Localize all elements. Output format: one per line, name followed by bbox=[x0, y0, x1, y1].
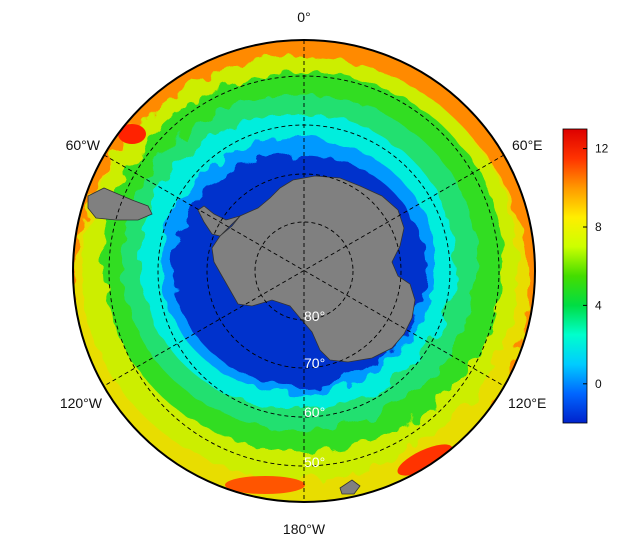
map-border bbox=[72, 39, 536, 503]
antarctic-peninsula bbox=[197, 205, 242, 237]
warm-spot-s bbox=[225, 476, 305, 494]
warm-rim-band bbox=[73, 40, 535, 502]
colorbar-ramp bbox=[562, 128, 588, 424]
lon-label-120e: 120°E bbox=[508, 395, 546, 411]
colorbar-tick-label: 8 bbox=[595, 220, 602, 234]
graticule bbox=[103, 40, 505, 502]
lat-label-70: 70° bbox=[304, 355, 325, 371]
lon-label-120w: 120°W bbox=[60, 395, 103, 411]
warm-spot-nw bbox=[118, 124, 146, 144]
lon-label-60w: 60°W bbox=[66, 137, 101, 153]
lat-label-80: 80° bbox=[304, 308, 325, 324]
lon-label-60e: 60°E bbox=[512, 137, 543, 153]
lat-label-50: 50° bbox=[304, 454, 325, 470]
colorbar-tick-label: 0 bbox=[595, 377, 602, 391]
south-america-tip bbox=[87, 187, 153, 221]
new-zealand bbox=[339, 479, 361, 495]
lat-label-60: 60° bbox=[304, 404, 325, 420]
lon-label-180: 180°W bbox=[283, 521, 326, 537]
colorbar-ticks: 0 4 8 12 bbox=[583, 142, 609, 391]
warm-spot-se bbox=[397, 444, 453, 476]
lat-circle-80 bbox=[254, 221, 354, 321]
colorbar-tick-label: 12 bbox=[595, 142, 609, 156]
colorbar-tick-label: 4 bbox=[595, 298, 602, 312]
colorbar: 0 4 8 12 bbox=[562, 128, 609, 424]
lon-label-0: 0° bbox=[297, 9, 310, 25]
